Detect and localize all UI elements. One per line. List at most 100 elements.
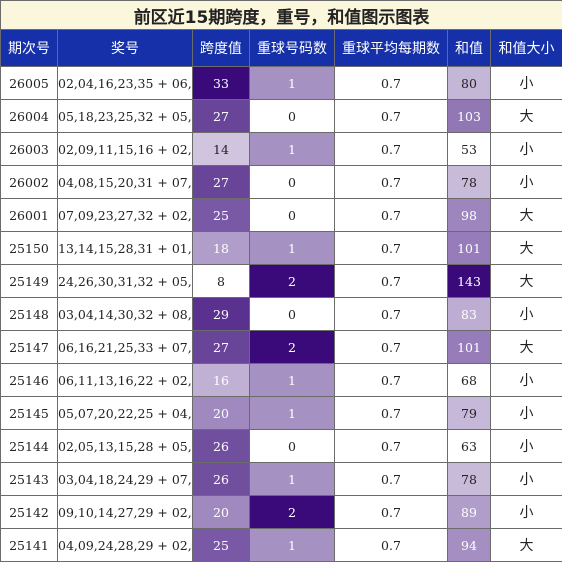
numbers-cell: 02,04,16,23,35 + 06,11 — [58, 67, 193, 100]
sum-size-cell: 小 — [491, 364, 562, 397]
issue-cell: 25145 — [1, 397, 58, 430]
span-cell: 20 — [193, 397, 250, 430]
issue-cell: 25142 — [1, 496, 58, 529]
sum-size-cell: 小 — [491, 463, 562, 496]
repeat-count-cell: 0 — [250, 430, 335, 463]
repeat-count-cell: 0 — [250, 166, 335, 199]
sum-cell: 80 — [448, 67, 491, 100]
sum-cell: 94 — [448, 529, 491, 562]
issue-cell: 26002 — [1, 166, 58, 199]
span-cell: 20 — [193, 496, 250, 529]
repeat-count-cell: 1 — [250, 397, 335, 430]
span-cell: 27 — [193, 166, 250, 199]
sum-size-cell: 大 — [491, 529, 562, 562]
repeat-average-cell: 0.7 — [335, 364, 448, 397]
issue-cell: 25143 — [1, 463, 58, 496]
span-cell: 27 — [193, 331, 250, 364]
issue-cell: 26001 — [1, 199, 58, 232]
numbers-cell: 04,08,15,20,31 + 07,08 — [58, 166, 193, 199]
repeat-count-cell: 1 — [250, 529, 335, 562]
header-repeat-average: 重球平均每期数 — [335, 30, 448, 67]
issue-cell: 25146 — [1, 364, 58, 397]
numbers-cell: 02,05,13,15,28 + 05,08 — [58, 430, 193, 463]
span-cell: 26 — [193, 430, 250, 463]
header-issue: 期次号 — [1, 30, 58, 67]
sum-cell: 101 — [448, 232, 491, 265]
span-cell: 33 — [193, 67, 250, 100]
header-row: 期次号 奖号 跨度值 重球号码数 重球平均每期数 和值 和值大小 — [1, 30, 562, 67]
repeat-average-cell: 0.7 — [335, 67, 448, 100]
repeat-average-cell: 0.7 — [335, 463, 448, 496]
sum-cell: 98 — [448, 199, 491, 232]
repeat-count-cell: 2 — [250, 496, 335, 529]
issue-cell: 25144 — [1, 430, 58, 463]
sum-size-cell: 大 — [491, 331, 562, 364]
repeat-average-cell: 0.7 — [335, 397, 448, 430]
sum-size-cell: 大 — [491, 199, 562, 232]
sum-cell: 79 — [448, 397, 491, 430]
numbers-cell: 05,07,20,22,25 + 04,05 — [58, 397, 193, 430]
issue-cell: 25147 — [1, 331, 58, 364]
repeat-count-cell: 2 — [250, 265, 335, 298]
numbers-cell: 02,09,11,15,16 + 02,04 — [58, 133, 193, 166]
span-cell: 16 — [193, 364, 250, 397]
repeat-average-cell: 0.7 — [335, 496, 448, 529]
sum-cell: 83 — [448, 298, 491, 331]
table-title: 前区近15期跨度，重号，和值图示图表 — [1, 1, 562, 30]
header-sum: 和值 — [448, 30, 491, 67]
span-cell: 8 — [193, 265, 250, 298]
issue-cell: 25149 — [1, 265, 58, 298]
sum-cell: 101 — [448, 331, 491, 364]
repeat-average-cell: 0.7 — [335, 100, 448, 133]
sum-size-cell: 大 — [491, 265, 562, 298]
numbers-cell: 13,14,15,28,31 + 01,05 — [58, 232, 193, 265]
repeat-average-cell: 0.7 — [335, 199, 448, 232]
header-sum-size: 和值大小 — [491, 30, 562, 67]
repeat-count-cell: 2 — [250, 331, 335, 364]
issue-cell: 25148 — [1, 298, 58, 331]
sum-cell: 103 — [448, 100, 491, 133]
numbers-cell: 03,04,14,30,32 + 08,12 — [58, 298, 193, 331]
sum-size-cell: 大 — [491, 232, 562, 265]
issue-cell: 26005 — [1, 67, 58, 100]
repeat-count-cell: 1 — [250, 67, 335, 100]
repeat-average-cell: 0.7 — [335, 298, 448, 331]
repeat-average-cell: 0.7 — [335, 331, 448, 364]
sum-size-cell: 小 — [491, 133, 562, 166]
issue-cell: 26003 — [1, 133, 58, 166]
header-span: 跨度值 — [193, 30, 250, 67]
repeat-average-cell: 0.7 — [335, 232, 448, 265]
numbers-cell: 06,16,21,25,33 + 07,08 — [58, 331, 193, 364]
repeat-count-cell: 0 — [250, 100, 335, 133]
span-cell: 29 — [193, 298, 250, 331]
issue-cell: 26004 — [1, 100, 58, 133]
numbers-cell: 03,04,18,24,29 + 07,12 — [58, 463, 193, 496]
numbers-cell: 04,09,24,28,29 + 02,10 — [58, 529, 193, 562]
sum-cell: 68 — [448, 364, 491, 397]
repeat-count-cell: 0 — [250, 199, 335, 232]
repeat-average-cell: 0.7 — [335, 265, 448, 298]
sum-size-cell: 小 — [491, 397, 562, 430]
sum-size-cell: 小 — [491, 166, 562, 199]
span-cell: 26 — [193, 463, 250, 496]
span-cell: 18 — [193, 232, 250, 265]
title-row: 前区近15期跨度，重号，和值图示图表 — [1, 1, 562, 30]
issue-cell: 25141 — [1, 529, 58, 562]
repeat-count-cell: 0 — [250, 298, 335, 331]
repeat-average-cell: 0.7 — [335, 166, 448, 199]
sum-cell: 143 — [448, 265, 491, 298]
numbers-cell: 05,18,23,25,32 + 05,09 — [58, 100, 193, 133]
span-cell: 27 — [193, 100, 250, 133]
sum-cell: 63 — [448, 430, 491, 463]
sum-cell: 78 — [448, 463, 491, 496]
